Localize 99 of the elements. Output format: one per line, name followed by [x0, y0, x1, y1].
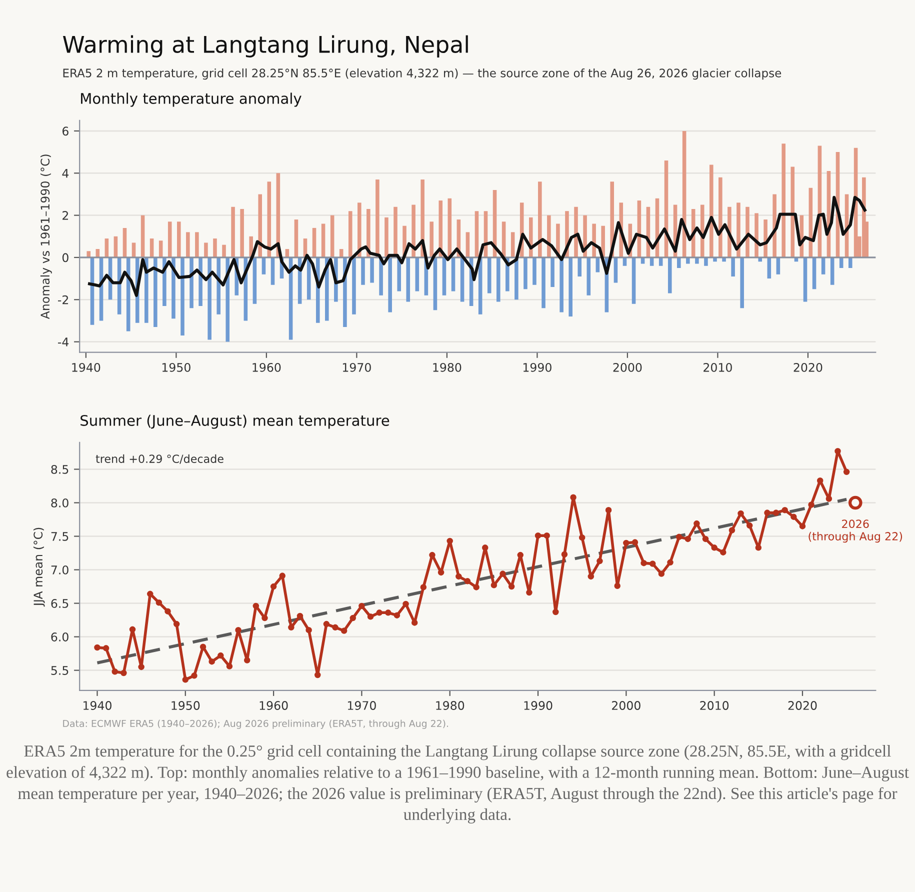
bar: [550, 257, 554, 287]
bar: [740, 257, 744, 308]
bar: [839, 257, 844, 268]
x-tick-label: 2010: [704, 362, 732, 372]
x-tick-label: 1960: [260, 701, 288, 710]
bar: [370, 257, 374, 283]
bar: [487, 257, 492, 294]
annotation: 2026 (through Aug 22): [808, 520, 902, 543]
text: ERA5 2 m temperature, grid cell 28.25°N 85.5°E (elevation 4,322 m) — the source zone of the Aug 26, 2026 glacier collapse: [63, 68, 782, 80]
text: Data: ECMWF ERA5 (1940–2026); Aug 2026 preliminary (ERA5T, through Aug 22).: [63, 720, 448, 729]
bar: [718, 177, 722, 258]
y-tick-label: -2: [58, 295, 68, 304]
bar: [790, 166, 795, 258]
chart-title: Monthly temperature anomaly: [81, 92, 302, 107]
y-tick-label: 6: [62, 126, 68, 136]
bar: [376, 179, 380, 258]
y-tick-label: -4: [58, 338, 69, 346]
bar: [496, 257, 500, 302]
bar: [168, 222, 172, 258]
bar: [352, 257, 356, 314]
bar: [361, 257, 365, 285]
bar: [240, 208, 244, 258]
bar: [578, 257, 582, 276]
bar: [406, 257, 410, 302]
bar: [514, 257, 518, 300]
bar: [154, 257, 158, 328]
y-tick-label: 5.5: [51, 666, 68, 675]
y-tick-label: 2: [62, 211, 68, 220]
bar: [586, 257, 591, 296]
chart-title: Summer (June–August) mean temperature: [80, 414, 390, 429]
x-tick-label: 1990: [523, 362, 552, 372]
bar: [388, 257, 392, 312]
bar: [258, 194, 262, 258]
x-tick-label: 2000: [613, 362, 642, 372]
x-tick-label: 1950: [172, 701, 200, 710]
x-tick-label: 2010: [700, 701, 729, 710]
bar: [433, 257, 438, 310]
x-tick-label: 2000: [612, 701, 640, 710]
bar: [330, 215, 334, 258]
x-tick-label: 1960: [252, 362, 281, 372]
x-tick-label: 2020: [788, 701, 817, 710]
x-tick-label: 1990: [524, 701, 552, 710]
x-tick-label: 1980: [436, 701, 464, 710]
bar: [430, 222, 434, 258]
bar: [560, 257, 564, 312]
bar: [252, 257, 257, 304]
bar: [632, 257, 636, 304]
bar: [176, 222, 181, 258]
bar: [267, 182, 272, 258]
y-axis-title: JJA mean (°C): [33, 528, 45, 607]
x-tick-label: 2020: [794, 362, 822, 372]
bar: [204, 242, 208, 258]
y-axis-title: Anomaly vs 1961–1990 (°C): [40, 154, 52, 320]
bar: [731, 257, 735, 276]
bar: [180, 257, 184, 336]
y-tick-label: 8.5: [51, 464, 68, 474]
bar: [208, 257, 212, 340]
bar: [294, 220, 298, 258]
x-tick-label: 1950: [162, 362, 190, 372]
y-tick-label: 7.5: [51, 532, 68, 541]
x-tick-label: 1980: [433, 362, 462, 372]
text: Warming at Langtang Lirung, Nepal: [62, 35, 468, 58]
bar: [222, 244, 226, 258]
bar: [186, 232, 190, 258]
y-tick-label: 6.0: [51, 632, 68, 642]
bar: [474, 211, 479, 258]
bar: [358, 202, 362, 258]
bar: [321, 224, 326, 258]
bar: [668, 257, 672, 294]
bar: [532, 257, 536, 285]
y-tick-label: 4: [62, 169, 69, 178]
bar: [709, 164, 714, 258]
bar: [524, 257, 528, 290]
bar: [384, 217, 388, 258]
bar: [213, 238, 217, 258]
x-tick-label: 1940: [84, 701, 112, 710]
bar: [226, 257, 230, 342]
x-tick-label: 1940: [72, 362, 100, 372]
bar: [848, 257, 852, 268]
bar: [140, 215, 145, 258]
bar: [803, 257, 808, 302]
bar: [568, 257, 572, 316]
bar: [538, 182, 542, 258]
x-tick-label: 1970: [342, 362, 371, 372]
y-tick-label: 6.5: [51, 599, 68, 608]
bar: [442, 257, 446, 296]
x-tick-label: 1970: [348, 701, 376, 710]
line-series: [88, 196, 866, 297]
bar: [348, 211, 352, 258]
bar: [231, 206, 235, 258]
bar: [677, 257, 681, 268]
y-tick-label: 8.0: [51, 498, 68, 508]
bar: [542, 257, 546, 308]
bar: [195, 232, 199, 258]
annotation: trend +0.29 °C/decade: [96, 454, 224, 464]
bar: [782, 144, 786, 258]
text: ERA5 2m temperature for the 0.25° grid cell containing the Langtang Lirung collapse source zone (28.25N, 85.5E, with a gridcell elevation of 4,322 m). Top: monthly anomalies relative to a 1961–1990 baseline, with a 12-month running mean. Bottom: June–August mean temperature per year, 1940–2026; the 2026 value is preliminary (ERA5T, August through the 22nd). See this article's page for underlying data.: [6, 744, 909, 824]
y-tick-label: 7.0: [51, 565, 68, 574]
y-tick-label: 0: [62, 253, 68, 262]
